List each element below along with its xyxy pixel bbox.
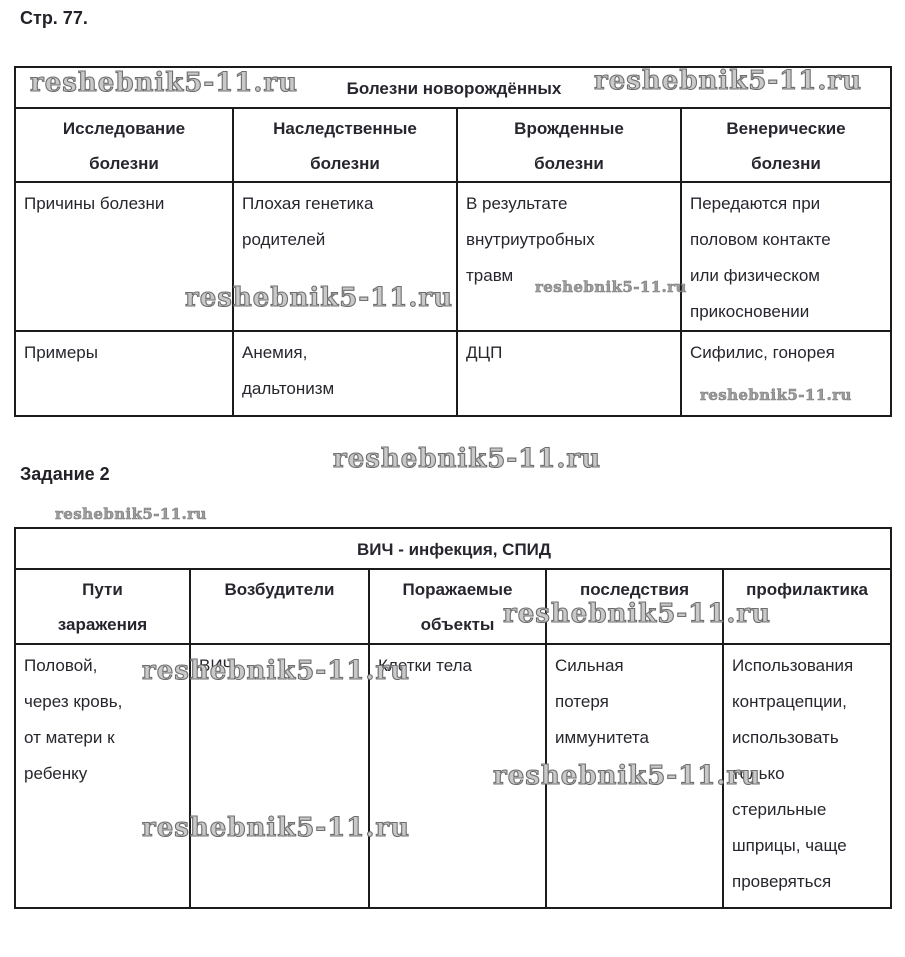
table1-cell-causes-venereal: Передаются при половом контакте или физи… xyxy=(679,181,893,332)
table2-header-pathogens: Возбудители xyxy=(189,568,370,645)
table1-cell-causes-hereditary: Плохая генетика родителей xyxy=(232,181,458,332)
table1-header-congenital: Врожденные болезни xyxy=(456,107,682,183)
table2-header-prevention: профилактика xyxy=(721,568,893,645)
table2-header-targets: Поражаемые объекты xyxy=(368,568,547,645)
watermark: reshebnik5-11.ru xyxy=(332,443,602,474)
table1-cell-examples-hereditary: Анемия, дальтонизм xyxy=(232,330,458,417)
newborn-diseases-table: Болезни новорождённых Исследование болез… xyxy=(13,66,893,417)
table2-cell-consequences: Сильная потеря иммунитета xyxy=(545,643,724,909)
table1-cell-causes-congenital: В результате внутриутробных травм xyxy=(456,181,682,332)
table2-title-row: ВИЧ - инфекция, СПИД xyxy=(13,527,893,570)
table1-cell-examples-venereal: Сифилис, гонорея xyxy=(679,330,893,417)
table1-cell-examples-label: Примеры xyxy=(14,330,234,417)
table1-header-hereditary: Наследственные болезни xyxy=(232,107,458,183)
watermark: reshebnik5-11.ru xyxy=(55,505,207,524)
task-2-heading: Задание 2 xyxy=(20,464,110,484)
table1-cell-examples-congenital: ДЦП xyxy=(456,330,682,417)
table1-cell-causes-label: Причины болезни xyxy=(14,181,234,332)
table2-row-answers: Половой, через кровь, от матери к ребенк… xyxy=(14,643,893,909)
table2-header-consequences: последствия xyxy=(545,568,724,645)
page-number: Стр. 77. xyxy=(20,8,88,28)
table1-header-venereal: Венерические болезни xyxy=(679,107,893,183)
table2-cell-targets: Клетки тела xyxy=(368,643,547,909)
table1-header-research: Исследование болезни xyxy=(14,107,234,183)
table1-header-row: Исследование болезни Наследственные боле… xyxy=(14,107,893,183)
table2-title: ВИЧ - инфекция, СПИД xyxy=(13,527,893,570)
table1-row-examples: Примеры Анемия, дальтонизм ДЦП Сифилис, … xyxy=(14,330,893,417)
table2-cell-prevention: Использования контрацепции, использовать… xyxy=(721,643,893,909)
table1-title: Болезни новорождённых xyxy=(13,66,893,109)
table2-header-row: Пути заражения Возбудители Поражаемые об… xyxy=(14,568,893,645)
table2-cell-pathogens: ВИЧ xyxy=(189,643,370,909)
table1-row-causes: Причины болезни Плохая генетика родителе… xyxy=(14,181,893,332)
table1-title-row: Болезни новорождённых xyxy=(13,66,893,109)
table2-cell-transmission: Половой, через кровь, от матери к ребенк… xyxy=(14,643,191,909)
table2-header-transmission: Пути заражения xyxy=(14,568,191,645)
hiv-aids-table: ВИЧ - инфекция, СПИД Пути заражения Возб… xyxy=(13,527,893,909)
